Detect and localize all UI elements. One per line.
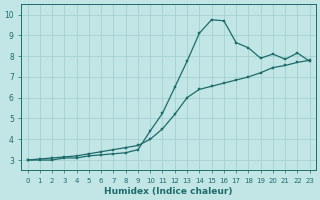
X-axis label: Humidex (Indice chaleur): Humidex (Indice chaleur) (104, 187, 233, 196)
